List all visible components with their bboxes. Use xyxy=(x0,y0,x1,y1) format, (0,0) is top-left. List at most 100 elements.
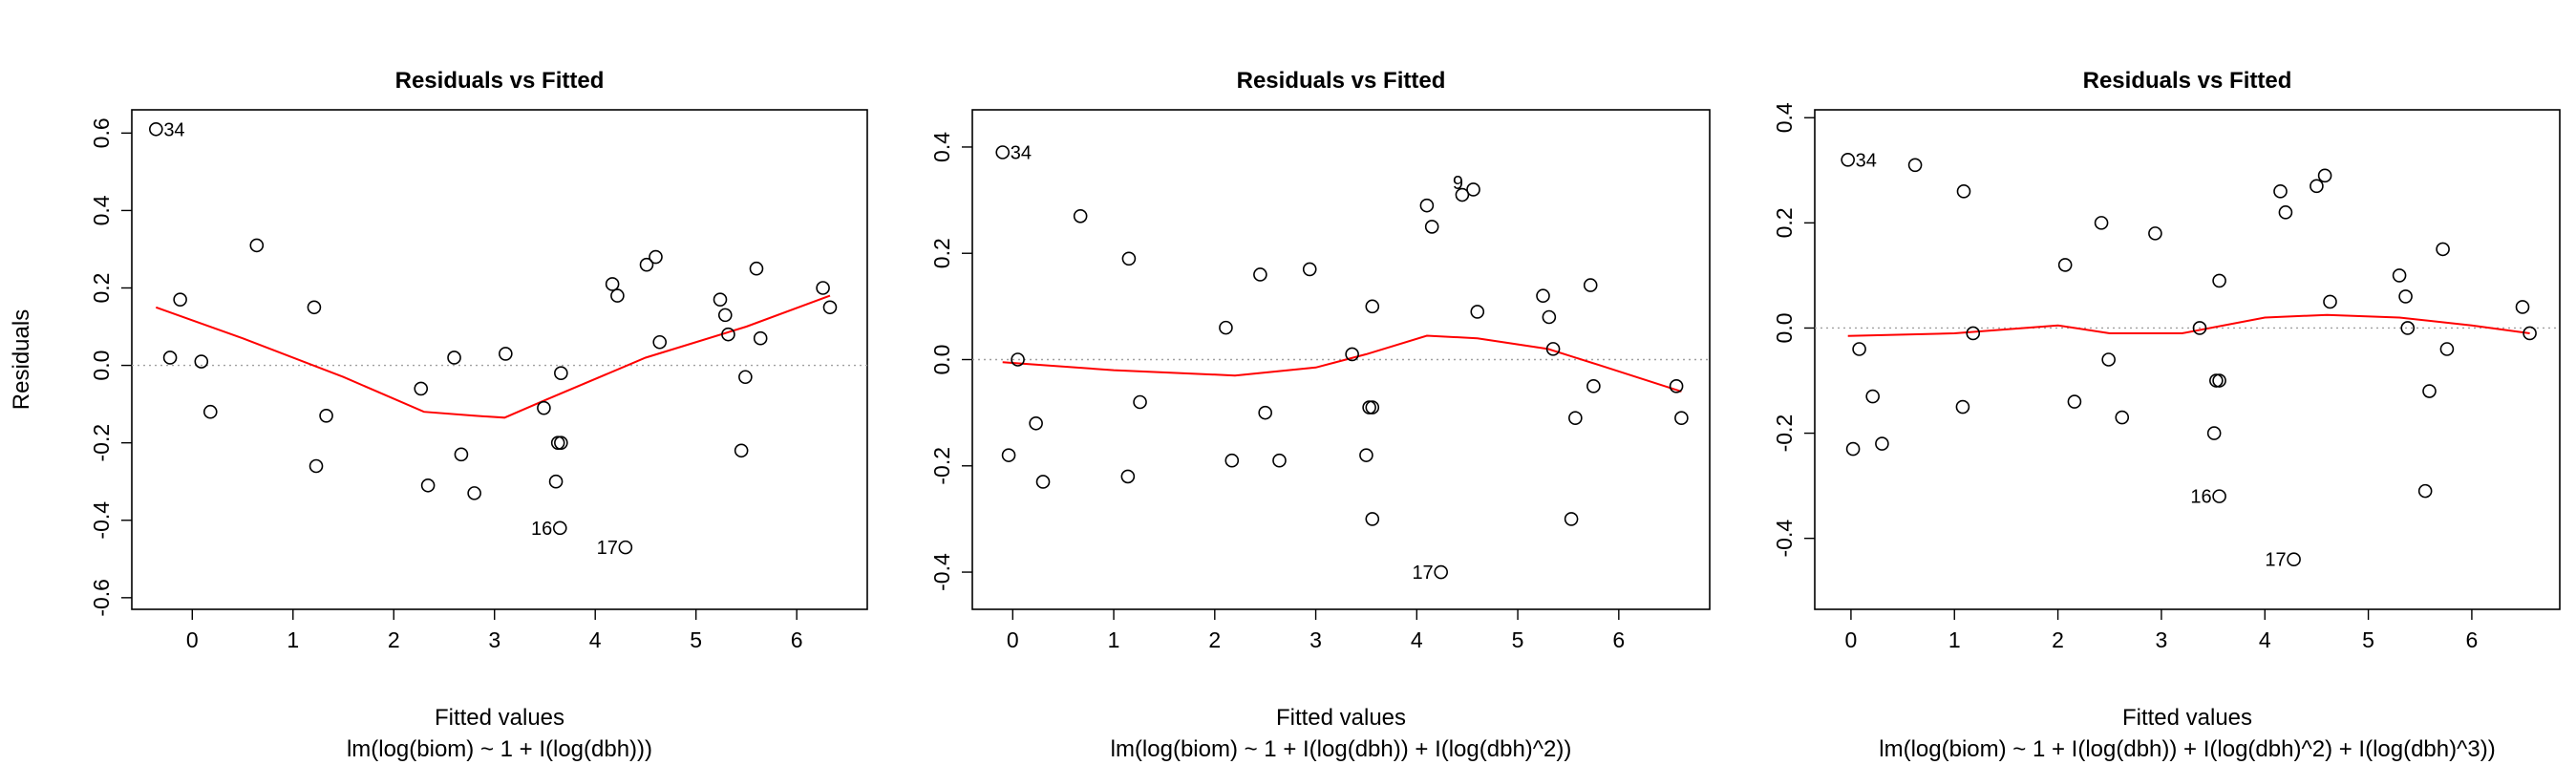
data-point xyxy=(1073,208,1088,223)
data-point xyxy=(414,381,429,396)
data-point xyxy=(1133,394,1147,410)
x-tick-label: 5 xyxy=(690,627,702,652)
x-tick-label: 3 xyxy=(1309,627,1322,652)
data-point xyxy=(550,436,565,450)
data-point xyxy=(447,351,461,365)
x-tick-label: 4 xyxy=(1411,627,1423,652)
data-point xyxy=(2400,321,2416,335)
data-point xyxy=(2287,552,2301,567)
x-tick-label: 4 xyxy=(2259,627,2271,652)
data-point xyxy=(1272,453,1287,468)
y-axis-label: Residuals xyxy=(9,309,34,410)
data-point xyxy=(1845,441,1861,457)
data-point xyxy=(1907,158,1923,173)
data-point xyxy=(822,300,838,315)
y-tick-label: 0.2 xyxy=(89,273,114,304)
data-point xyxy=(2212,373,2226,388)
x-axis: 0 1 2 3 4 5 6 xyxy=(186,609,803,652)
data-point xyxy=(319,408,333,423)
data-point xyxy=(734,443,749,458)
y-tick-label: 0.4 xyxy=(1772,102,1797,133)
data-point xyxy=(1865,389,1880,404)
data-point xyxy=(721,327,735,342)
data-point xyxy=(162,351,178,365)
data-point xyxy=(610,288,625,303)
data-point xyxy=(753,330,768,346)
data-point xyxy=(1120,469,1136,484)
x-axis: 0 1 2 3 4 5 6 xyxy=(1845,609,2478,652)
data-point xyxy=(2212,273,2226,288)
data-point xyxy=(1365,299,1380,314)
y-tick-label: -0.6 xyxy=(89,579,114,617)
data-point xyxy=(995,145,1011,159)
data-point xyxy=(738,370,753,385)
chart-title: Residuals vs Fitted xyxy=(1237,68,1446,94)
point-label: 17 xyxy=(1412,563,1433,584)
data-point xyxy=(1029,415,1043,431)
data-point xyxy=(548,474,564,489)
x-tick-label: 5 xyxy=(1512,627,1524,652)
data-point xyxy=(1545,342,1561,356)
data-point xyxy=(2417,483,2433,499)
y-tick-label: -0.2 xyxy=(89,424,114,462)
data-points: 34 17 9 xyxy=(995,143,1689,584)
data-point xyxy=(194,354,209,369)
data-point xyxy=(1669,379,1684,393)
data-point xyxy=(2392,268,2407,283)
data-point xyxy=(2057,258,2073,272)
data-point xyxy=(1001,448,1016,462)
y-tick-label: -0.4 xyxy=(89,501,114,540)
data-point xyxy=(2515,300,2530,314)
data-point xyxy=(1121,251,1137,266)
data-point xyxy=(149,121,163,137)
data-point xyxy=(2101,352,2116,367)
x-tick-label: 5 xyxy=(2362,627,2374,652)
model-formula: lm(log(biom) ~ 1 + I(log(dbh)) + I(log(d… xyxy=(1879,736,2495,762)
y-tick-label: -0.2 xyxy=(929,447,954,485)
point-label: 16 xyxy=(2190,487,2211,508)
data-point xyxy=(2422,384,2437,398)
data-point xyxy=(749,261,764,276)
data-point xyxy=(1564,512,1579,526)
x-tick-label: 0 xyxy=(1845,627,1858,652)
data-point xyxy=(554,436,568,450)
x-tick-label: 6 xyxy=(791,627,803,652)
point-label: 34 xyxy=(1011,143,1032,164)
data-point xyxy=(1536,288,1550,304)
point-label: 17 xyxy=(597,538,618,559)
data-point xyxy=(1956,184,1971,199)
data-point xyxy=(2212,489,2226,503)
x-axis-label: Fitted values xyxy=(2122,705,2252,731)
plot-frame xyxy=(1814,109,2561,610)
y-tick-label: 0.0 xyxy=(89,351,114,381)
chart-title: Residuals vs Fitted xyxy=(395,68,605,94)
point-label: 17 xyxy=(2265,550,2286,571)
x-tick-label: 0 xyxy=(1007,627,1019,652)
y-tick-label: -0.4 xyxy=(929,553,954,591)
data-point xyxy=(2206,426,2222,440)
data-point xyxy=(1258,405,1272,420)
data-point xyxy=(552,521,567,536)
y-axis: -0.4 -0.2 0.0 0.2 0.4 xyxy=(929,132,972,591)
x-axis-label: Fitted values xyxy=(1276,705,1406,731)
x-tick-label: 0 xyxy=(186,627,199,652)
x-tick-label: 1 xyxy=(1108,627,1120,652)
data-point xyxy=(2094,216,2109,230)
y-tick-label: 0.4 xyxy=(89,195,114,225)
data-point xyxy=(618,540,633,555)
smoothing-line xyxy=(155,294,831,419)
data-point xyxy=(652,334,668,350)
data-point xyxy=(1365,400,1380,414)
data-point xyxy=(649,249,663,265)
model-formula: lm(log(biom) ~ 1 + I(log(dbh))) xyxy=(347,736,652,762)
smoothing-line xyxy=(1002,334,1682,393)
data-point xyxy=(1466,182,1480,197)
x-axis: 0 1 2 3 4 5 6 xyxy=(1007,609,1625,652)
x-tick-label: 1 xyxy=(1948,627,1961,652)
y-tick-label: 0.6 xyxy=(89,117,114,148)
y-tick-label: -0.4 xyxy=(1772,520,1797,558)
data-point xyxy=(2439,342,2455,356)
data-point xyxy=(1419,198,1435,213)
data-point xyxy=(639,257,654,272)
